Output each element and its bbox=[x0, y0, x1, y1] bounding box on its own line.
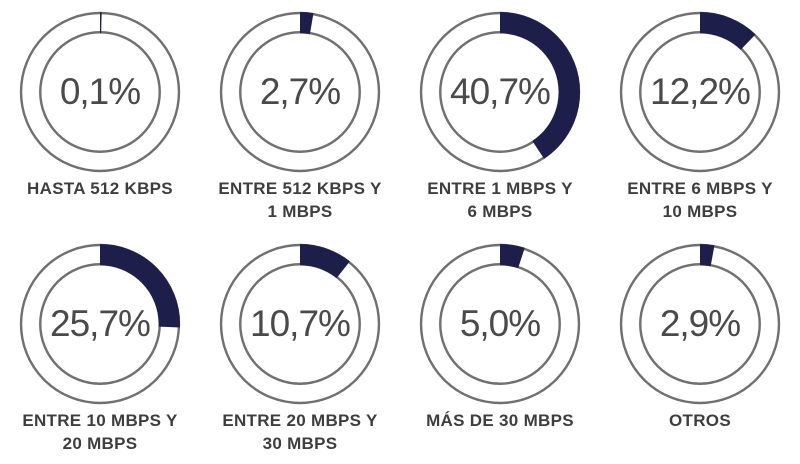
donut-category-label: MÁS DE 30 MBPS bbox=[426, 411, 574, 430]
donut-percent-value: 0,1% bbox=[59, 71, 141, 112]
donut-value-arc bbox=[420, 12, 580, 172]
donut-category-label: ENTRE 512 KBPS Y 1 MBPS bbox=[218, 179, 382, 221]
donut-ring-svg bbox=[619, 11, 781, 173]
donut-percent-value: 2,7% bbox=[259, 71, 341, 112]
donut-value-arc bbox=[620, 244, 780, 404]
donut-chart-cell: 10,7% ENTRE 20 MBPS Y 30 MBPS bbox=[200, 232, 400, 464]
donut-chart-cell: 25,7% ENTRE 10 MBPS Y 20 MBPS bbox=[0, 232, 200, 464]
donut-value-arc bbox=[20, 244, 180, 404]
donut-chart-cell: 2,9% OTROS bbox=[600, 232, 800, 464]
donut-value-arc bbox=[20, 12, 180, 172]
donut-category-label: OTROS bbox=[669, 411, 731, 430]
donut: 2,7% bbox=[219, 11, 381, 173]
donut-percent-value: 12,2% bbox=[650, 71, 751, 112]
donut-ring-svg bbox=[19, 11, 181, 173]
donut-category-label: ENTRE 6 MBPS Y 10 MBPS bbox=[627, 179, 773, 221]
donut-value-arc bbox=[420, 244, 580, 404]
donut: 5,0% bbox=[419, 243, 581, 405]
donut-category-label: HASTA 512 KBPS bbox=[27, 179, 173, 198]
donut-inner-ring bbox=[239, 31, 361, 153]
donut-ring-svg bbox=[219, 11, 381, 173]
donut-percent-value: 5,0% bbox=[459, 303, 541, 344]
donut-percent-value: 40,7% bbox=[450, 71, 551, 112]
donut-percent-value: 10,7% bbox=[250, 303, 351, 344]
donut-ring-svg bbox=[419, 243, 581, 405]
donut-category-label: ENTRE 10 MBPS Y 20 MBPS bbox=[22, 411, 178, 453]
donut-value-arc bbox=[220, 12, 380, 172]
donut-ring-svg bbox=[619, 243, 781, 405]
donut-category-label: ENTRE 1 MBPS Y 6 MBPS bbox=[427, 179, 573, 221]
donut: 10,7% bbox=[219, 243, 381, 405]
donut-chart-cell: 12,2% ENTRE 6 MBPS Y 10 MBPS bbox=[600, 0, 800, 232]
donut-chart-cell: 5,0% MÁS DE 30 MBPS bbox=[400, 232, 600, 464]
donut: 25,7% bbox=[19, 243, 181, 405]
donut-chart-cell: 0,1% HASTA 512 KBPS bbox=[0, 0, 200, 232]
donut-value-arc bbox=[620, 12, 780, 172]
donut: 12,2% bbox=[619, 11, 781, 173]
donut: 2,9% bbox=[619, 243, 781, 405]
donut-ring-svg bbox=[419, 11, 581, 173]
donut-chart-cell: 40,7% ENTRE 1 MBPS Y 6 MBPS bbox=[400, 0, 600, 232]
donut-chart-cell: 2,7% ENTRE 512 KBPS Y 1 MBPS bbox=[200, 0, 400, 232]
donut-ring-svg bbox=[219, 243, 381, 405]
donut-percent-value: 25,7% bbox=[50, 303, 151, 344]
donut: 0,1% bbox=[19, 11, 181, 173]
donut-percent-value: 2,9% bbox=[659, 303, 741, 344]
donut-category-label: ENTRE 20 MBPS Y 30 MBPS bbox=[222, 411, 378, 453]
donut-value-arc bbox=[220, 244, 380, 404]
donut: 40,7% bbox=[419, 11, 581, 173]
donut-ring-svg bbox=[19, 243, 181, 405]
